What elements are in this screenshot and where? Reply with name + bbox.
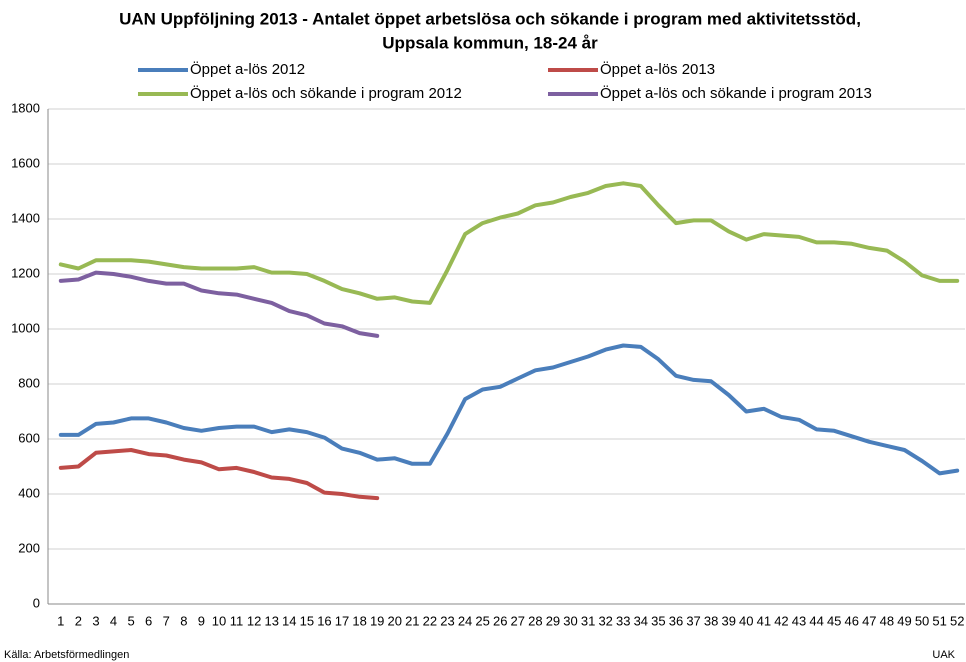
x-tick-label: 13 xyxy=(264,613,278,628)
x-tick-label: 40 xyxy=(739,613,753,628)
x-tick-label: 4 xyxy=(110,613,117,628)
x-tick-label: 22 xyxy=(423,613,437,628)
x-tick-label: 35 xyxy=(651,613,665,628)
y-tick-label: 1400 xyxy=(11,210,40,225)
x-tick-label: 8 xyxy=(180,613,187,628)
x-tick-label: 7 xyxy=(163,613,170,628)
x-tick-label: 30 xyxy=(563,613,577,628)
x-tick-label: 34 xyxy=(634,613,648,628)
legend-label: Öppet a-lös 2012 xyxy=(190,60,305,78)
x-tick-label: 19 xyxy=(370,613,384,628)
x-tick-label: 38 xyxy=(704,613,718,628)
x-tick-label: 25 xyxy=(475,613,489,628)
x-tick-label: 18 xyxy=(352,613,366,628)
x-tick-label: 52 xyxy=(950,613,964,628)
y-tick-label: 1600 xyxy=(11,155,40,170)
x-tick-label: 50 xyxy=(915,613,929,628)
x-tick-label: 5 xyxy=(127,613,134,628)
x-tick-label: 51 xyxy=(932,613,946,628)
x-tick-label: 3 xyxy=(92,613,99,628)
x-tick-label: 14 xyxy=(282,613,296,628)
x-tick-label: 46 xyxy=(845,613,859,628)
series-line xyxy=(58,270,380,338)
y-tick-label: 1800 xyxy=(11,100,40,115)
y-tick-label: 600 xyxy=(18,430,40,445)
x-tick-label: 10 xyxy=(212,613,226,628)
x-tick-label: 37 xyxy=(686,613,700,628)
x-tick-label: 6 xyxy=(145,613,152,628)
x-tick-label: 23 xyxy=(440,613,454,628)
y-tick-label: 0 xyxy=(33,595,40,610)
credit: UAK xyxy=(932,649,955,661)
legend-label: Öppet a-lös 2013 xyxy=(600,60,715,78)
x-tick-label: 17 xyxy=(335,613,349,628)
series-line xyxy=(58,343,960,476)
x-tick-label: 36 xyxy=(669,613,683,628)
x-tick-label: 45 xyxy=(827,613,841,628)
x-tick-label: 48 xyxy=(880,613,894,628)
x-tick-label: 9 xyxy=(198,613,205,628)
y-tick-label: 200 xyxy=(18,540,40,555)
x-tick-label: 21 xyxy=(405,613,419,628)
x-tick-label: 32 xyxy=(598,613,612,628)
x-tick-label: 20 xyxy=(388,613,402,628)
x-tick-label: 31 xyxy=(581,613,595,628)
x-tick-label: 12 xyxy=(247,613,261,628)
x-tick-label: 49 xyxy=(897,613,911,628)
legend-label: Öppet a-lös och sökande i program 2012 xyxy=(190,84,462,102)
y-tick-label: 800 xyxy=(18,375,40,390)
x-tick-label: 16 xyxy=(317,613,331,628)
x-tick-label: 15 xyxy=(300,613,314,628)
x-tick-label: 41 xyxy=(757,613,771,628)
x-tick-label: 28 xyxy=(528,613,542,628)
y-tick-label: 1200 xyxy=(11,265,40,280)
x-tick-label: 11 xyxy=(230,613,244,628)
chart-title: UAN Uppföljning 2013 - Antalet öppet arb… xyxy=(119,9,861,28)
x-tick-label: 43 xyxy=(792,613,806,628)
x-tick-label: 39 xyxy=(721,613,735,628)
series-line xyxy=(58,448,380,501)
x-tick-label: 42 xyxy=(774,613,788,628)
legend-label: Öppet a-lös och sökande i program 2013 xyxy=(600,84,872,102)
x-tick-label: 27 xyxy=(511,613,525,628)
x-tick-label: 24 xyxy=(458,613,472,628)
x-tick-label: 2 xyxy=(75,613,82,628)
source: Källa: Arbetsförmedlingen xyxy=(4,649,129,661)
x-tick-label: 33 xyxy=(616,613,630,628)
x-tick-label: 26 xyxy=(493,613,507,628)
x-tick-label: 47 xyxy=(862,613,876,628)
y-tick-label: 1000 xyxy=(11,320,40,335)
series-line xyxy=(58,181,960,305)
x-tick-label: 1 xyxy=(57,613,64,628)
x-tick-label: 29 xyxy=(546,613,560,628)
y-tick-label: 400 xyxy=(18,485,40,500)
chart-title: Uppsala kommun, 18-24 år xyxy=(382,33,598,52)
x-tick-label: 44 xyxy=(809,613,823,628)
